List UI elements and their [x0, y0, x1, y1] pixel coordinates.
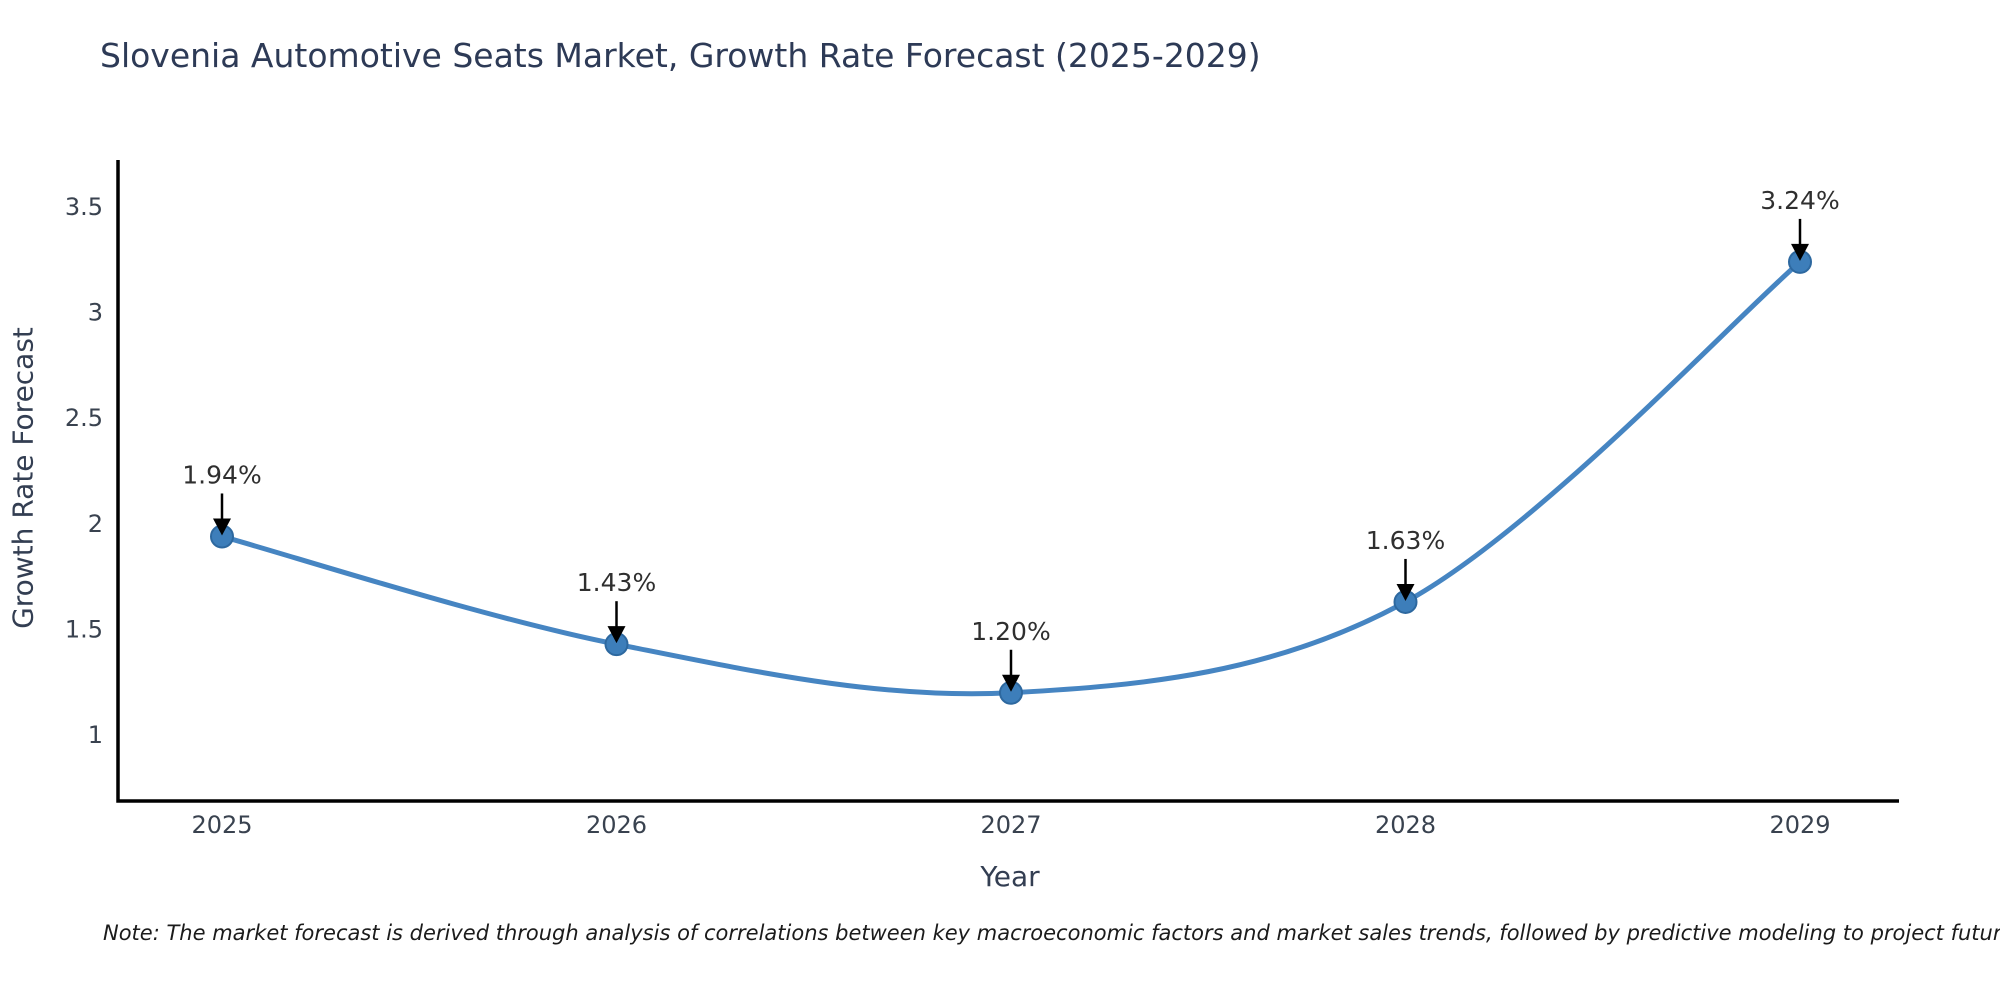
y-tick-label: 2.5 — [65, 404, 103, 432]
point-value-label: 1.63% — [1366, 526, 1445, 555]
y-tick-label: 3.5 — [65, 193, 103, 221]
y-tick-label: 2 — [88, 510, 103, 538]
point-value-label: 1.43% — [577, 568, 656, 597]
chart-title: Slovenia Automotive Seats Market, Growth… — [100, 36, 1261, 75]
annotations-layer: 1.94% 1.43% 1.20% 1.63% 3.24% — [182, 186, 1840, 692]
point-value-label: 3.24% — [1760, 186, 1839, 215]
point-value-label: 1.20% — [971, 617, 1050, 646]
annotation-arrow-head — [213, 518, 231, 536]
footnote: Note: The market forecast is derived thr… — [103, 921, 2000, 945]
x-axis-label: Year — [980, 860, 1040, 893]
y-tick-label: 1 — [88, 721, 103, 749]
point-value-label: 1.94% — [182, 460, 261, 489]
y-tick-label: 3 — [88, 299, 103, 327]
annotation-arrow-head — [607, 626, 626, 644]
x-tick-label: 2028 — [1375, 811, 1436, 839]
x-tick-label: 2029 — [1769, 811, 1830, 839]
axis-spines — [116, 160, 1899, 803]
annotation-arrow-head — [1791, 243, 1809, 261]
axes-layer — [116, 160, 1899, 803]
annotation-arrow-head — [1002, 674, 1020, 692]
y-tick-label: 1.5 — [65, 615, 103, 643]
x-tick-label: 2026 — [586, 811, 647, 839]
annotation-arrow-head — [1396, 583, 1415, 601]
tick-labels-layer: 1 1.5 2 2.5 3 3.5 2025 2026 2027 2028 2029 — [65, 193, 1831, 839]
x-tick-label: 2025 — [191, 811, 252, 839]
x-tick-label: 2027 — [980, 811, 1041, 839]
